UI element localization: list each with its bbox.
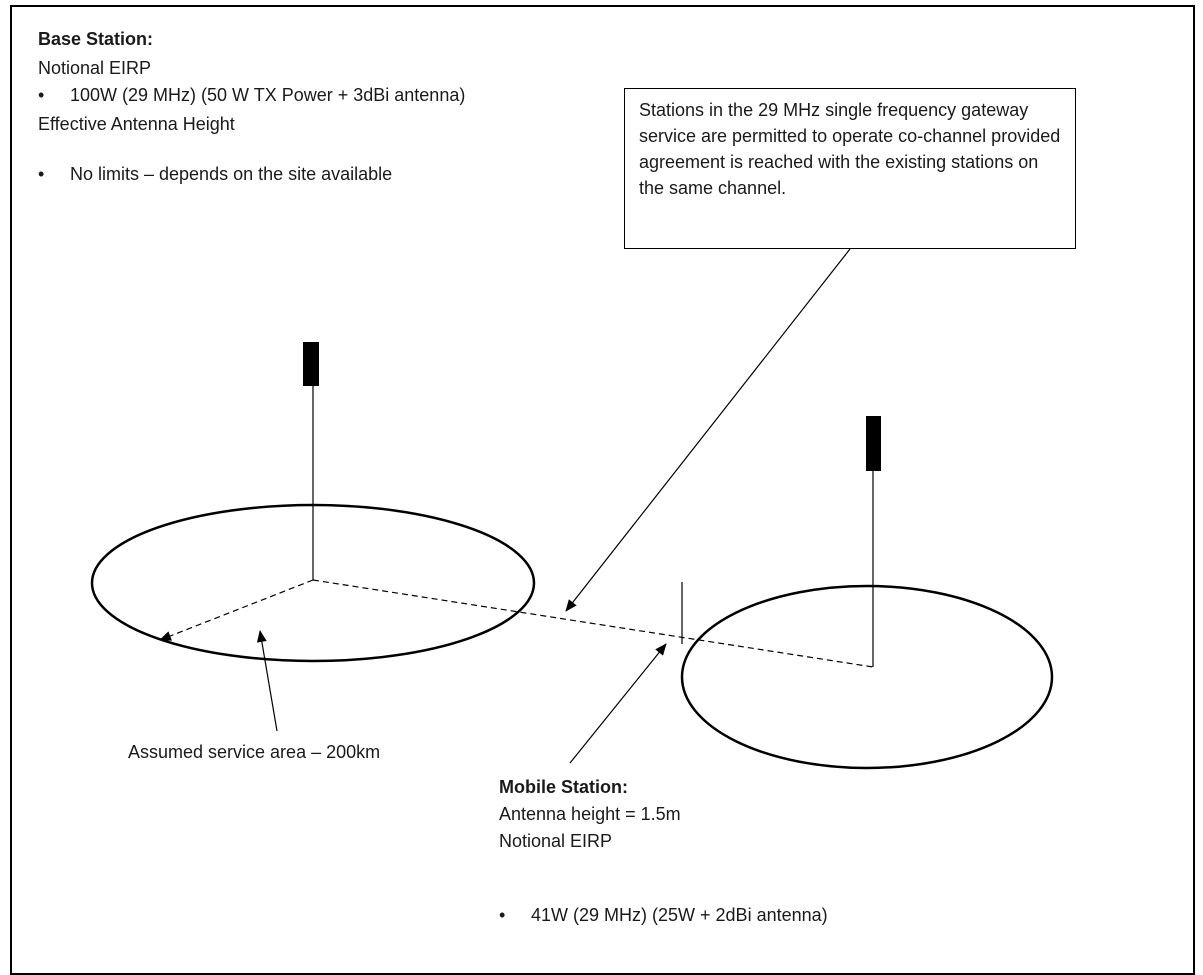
base-antenna-icon <box>303 342 319 386</box>
base-height-label: Effective Antenna Height <box>38 114 235 134</box>
mobile-station-arrow <box>569 643 667 764</box>
base-station-title: Base Station: <box>38 29 154 49</box>
co-channel-callout-box: Stations in the 29 MHz single frequency … <box>624 88 1076 249</box>
mobile-height: Antenna height = 1.5m <box>499 804 681 824</box>
mobile-antenna-icon <box>866 416 881 471</box>
service-radius-dashed-line <box>159 579 314 641</box>
service-area-arrow <box>256 630 278 732</box>
station-link-dashed-line <box>312 579 874 668</box>
mobile-eirp-label: Notional EIRP <box>499 831 613 851</box>
mobile-eirp-value: 41W (29 MHz) (25W + 2dBi antenna) <box>499 904 1203 927</box>
base-height-value: No limits – depends on the site availabl… <box>38 163 1203 186</box>
callout-arrow <box>565 248 851 612</box>
base-eirp-value: 100W (29 MHz) (50 W TX Power + 3dBi ante… <box>38 84 1203 107</box>
base-eirp-label: Notional EIRP <box>38 58 152 78</box>
mobile-service-area-ellipse <box>680 584 1054 770</box>
mobile-station-title: Mobile Station: <box>499 777 628 797</box>
service-area-label: Assumed service area – 200km <box>128 742 381 762</box>
